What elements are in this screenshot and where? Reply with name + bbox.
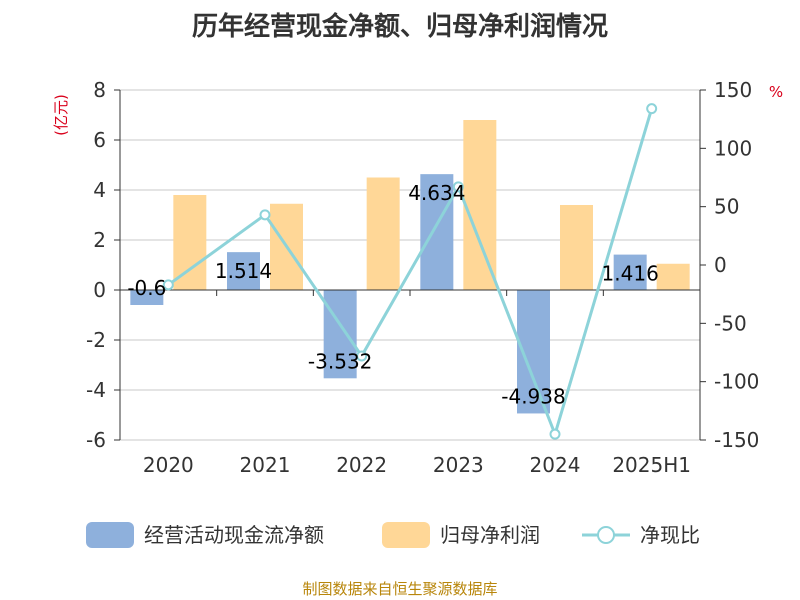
source-note: 制图数据来自恒生聚源数据库 xyxy=(302,580,497,598)
left-axis-tick-label: -2 xyxy=(86,328,106,352)
ratio-point xyxy=(162,279,174,291)
cashflow-data-label: 1.514 xyxy=(215,259,272,283)
cashflow-bar xyxy=(227,252,260,290)
left-axis-tick-label: 6 xyxy=(93,128,106,152)
category-label: 2021 xyxy=(240,453,291,477)
left-axis-tick-label: 4 xyxy=(93,178,106,202)
axes: -6 -4 -2 0 2 4 6 8 -150 -100 -50 0 50 100 150 2020 2021 2… xyxy=(86,78,759,477)
cashflow-data-label: 1.416 xyxy=(602,262,659,286)
legend-swatch xyxy=(382,522,430,548)
category-label: 2023 xyxy=(433,453,484,477)
right-axis-tick-label: -100 xyxy=(714,370,759,394)
ratio-point xyxy=(452,181,464,193)
legend-swatch xyxy=(86,522,134,548)
ratio-point xyxy=(356,350,368,362)
category-label: 2022 xyxy=(336,453,387,477)
left-axis-tick-label: 2 xyxy=(93,228,106,252)
cashflow-bar xyxy=(613,254,647,290)
legend-marker xyxy=(597,526,615,544)
cashflow-data-label: -4.938 xyxy=(501,384,565,408)
profit-bar xyxy=(173,195,207,290)
right-axis-tick-label: -150 xyxy=(714,428,759,452)
profit-bar xyxy=(463,120,497,290)
left-axis-unit: (亿元) xyxy=(52,94,70,136)
cashflow-data-label: -0.6 xyxy=(127,276,166,300)
right-axis-tick-label: 50 xyxy=(714,195,739,219)
right-axis-tick-label: 150 xyxy=(714,78,752,102)
legend-label: 净现比 xyxy=(640,523,700,547)
right-axis-unit: % xyxy=(769,83,783,101)
left-axis-tick-label: -6 xyxy=(86,428,106,452)
ratio-line xyxy=(162,103,658,440)
cashflow-bar xyxy=(323,290,357,379)
bars xyxy=(130,120,690,414)
category-label: 2024 xyxy=(530,453,581,477)
ratio-point xyxy=(646,103,658,115)
left-axis-tick-label: 8 xyxy=(93,78,106,102)
profit-bar xyxy=(560,205,593,290)
left-axis-tick-label: -4 xyxy=(86,378,106,402)
right-axis-tick-label: -50 xyxy=(714,311,747,335)
data-labels: -0.6 1.514 -3.532 4.634 -4.938 1.416 xyxy=(127,181,658,408)
left-axis-tick-label: 0 xyxy=(93,278,106,302)
chart-title: 历年经营现金净额、归母净利润情况 xyxy=(192,11,608,42)
category-label: 2025H1 xyxy=(612,453,691,477)
category-label: 2020 xyxy=(143,453,194,477)
legend-label: 归母净利润 xyxy=(440,523,540,547)
ratio-point xyxy=(259,209,271,221)
ratio-point xyxy=(549,428,561,440)
ratio-line-path xyxy=(167,108,654,439)
right-axis-tick-label: 100 xyxy=(714,136,752,160)
cashflow-bar xyxy=(420,174,454,290)
cashflow-bar xyxy=(130,290,164,305)
profit-bar xyxy=(656,263,690,290)
right-axis-tick-label: 0 xyxy=(714,253,727,277)
cashflow-data-label: -3.532 xyxy=(308,349,372,373)
legend: 经营活动现金流净额 归母净利润 净现比 xyxy=(86,522,700,548)
profit-bar xyxy=(366,177,400,290)
cashflow-data-label: 4.634 xyxy=(408,181,465,205)
legend-label: 经营活动现金流净额 xyxy=(144,523,324,547)
